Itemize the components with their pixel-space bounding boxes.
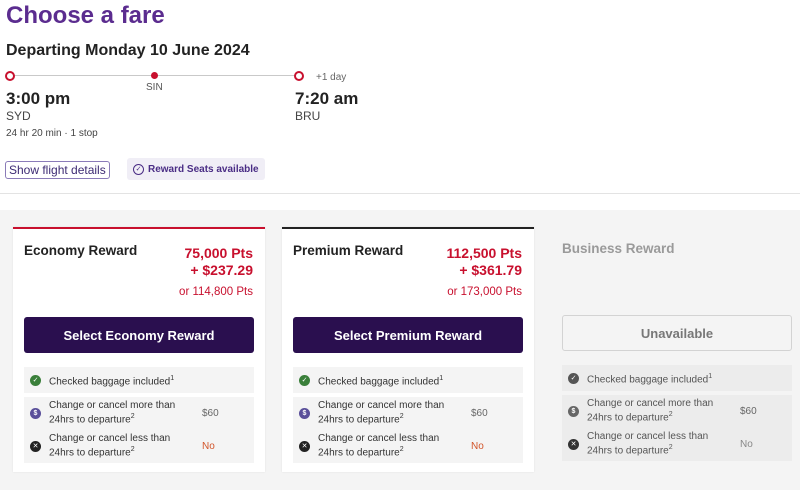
fare-points: 112,500 Pts: [446, 245, 522, 261]
fare-alt-points: or 114,800 Pts: [179, 286, 253, 298]
fare-title: Premium Reward: [293, 243, 404, 258]
cross-circle-icon: ✕: [568, 438, 579, 450]
fare-card-premium: Premium Reward 112,500 Pts + $361.79 or …: [282, 227, 534, 472]
select-economy-button[interactable]: Select Economy Reward: [24, 317, 254, 353]
fare-cash: + $237.29: [190, 262, 253, 278]
dollar-circle-icon: $: [299, 407, 310, 419]
feature-text: Checked baggage included1: [49, 374, 175, 388]
arrive-time: 7:20 am: [295, 89, 359, 108]
check-circle-icon: ✓: [299, 374, 310, 386]
feature-change-more-24h: $ Change or cancel more than 24hrs to de…: [24, 397, 254, 429]
feature-text: Change or cancel less than 24hrs to depa…: [318, 433, 440, 459]
feature-value: $60: [202, 407, 219, 419]
feature-baggage: ✓ Checked baggage included1: [293, 367, 523, 393]
check-circle-icon: ✓: [568, 372, 579, 384]
departing-heading: Departing Monday 10 June 2024: [6, 42, 250, 59]
feature-change-less-24h: ✕ Change or cancel less than 24hrs to de…: [293, 429, 523, 463]
feature-value: $60: [471, 407, 488, 419]
arrive-node-icon: [294, 71, 304, 81]
feature-change-more-24h: $ Change or cancel more than 24hrs to de…: [293, 397, 523, 429]
reward-seats-label: Reward Seats available: [148, 163, 259, 175]
stop-node-icon: [151, 72, 158, 79]
fare-card-business: Business Reward Unavailable ✓ Checked ba…: [551, 227, 800, 472]
feature-text: Change or cancel more than 24hrs to depa…: [587, 398, 714, 424]
stop-code: SIN: [146, 82, 163, 93]
arrive-code: BRU: [295, 109, 321, 123]
fare-alt-points: or 173,000 Pts: [447, 286, 522, 298]
feature-value: No: [740, 438, 753, 450]
flight-duration: 24 hr 20 min · 1 stop: [6, 128, 98, 139]
fare-title: Business Reward: [562, 241, 675, 256]
show-flight-details-link[interactable]: Show flight details: [5, 161, 110, 179]
feature-value: No: [471, 440, 484, 452]
feature-text: Checked baggage included1: [587, 372, 713, 386]
feature-value: No: [202, 440, 215, 452]
select-premium-button[interactable]: Select Premium Reward: [293, 317, 523, 353]
feature-baggage: ✓ Checked baggage included1: [24, 367, 254, 393]
plus-day-label: +1 day: [316, 72, 347, 83]
check-circle-icon: ✓: [30, 374, 41, 386]
depart-code: SYD: [6, 109, 31, 123]
section-divider: [0, 193, 800, 194]
fare-cash: + $361.79: [459, 262, 522, 278]
feature-value: $60: [740, 405, 757, 417]
feature-text: Change or cancel more than 24hrs to depa…: [49, 400, 176, 426]
page-title: Choose a fare: [6, 2, 165, 29]
cross-circle-icon: ✕: [299, 440, 310, 452]
dollar-circle-icon: $: [30, 407, 41, 419]
fare-card-economy: Economy Reward 75,000 Pts + $237.29 or 1…: [13, 227, 265, 472]
unavailable-button: Unavailable: [562, 315, 792, 351]
feature-text: Change or cancel more than 24hrs to depa…: [318, 400, 445, 426]
feature-change-less-24h: ✕ Change or cancel less than 24hrs to de…: [562, 427, 792, 461]
feature-text: Change or cancel less than 24hrs to depa…: [49, 433, 171, 459]
feature-text: Checked baggage included1: [318, 374, 444, 388]
fare-title: Economy Reward: [24, 243, 138, 258]
feature-text: Change or cancel less than 24hrs to depa…: [587, 431, 709, 457]
feature-change-more-24h: $ Change or cancel more than 24hrs to de…: [562, 395, 792, 427]
feature-change-less-24h: ✕ Change or cancel less than 24hrs to de…: [24, 429, 254, 463]
cross-circle-icon: ✕: [30, 440, 41, 452]
dollar-circle-icon: $: [568, 405, 579, 417]
reward-seats-badge: ✓ Reward Seats available: [127, 158, 265, 180]
reward-seat-icon: ✓: [133, 163, 144, 175]
fare-points: 75,000 Pts: [184, 245, 254, 261]
feature-baggage: ✓ Checked baggage included1: [562, 365, 792, 391]
depart-node-icon: [5, 71, 15, 81]
depart-time: 3:00 pm: [6, 89, 71, 108]
